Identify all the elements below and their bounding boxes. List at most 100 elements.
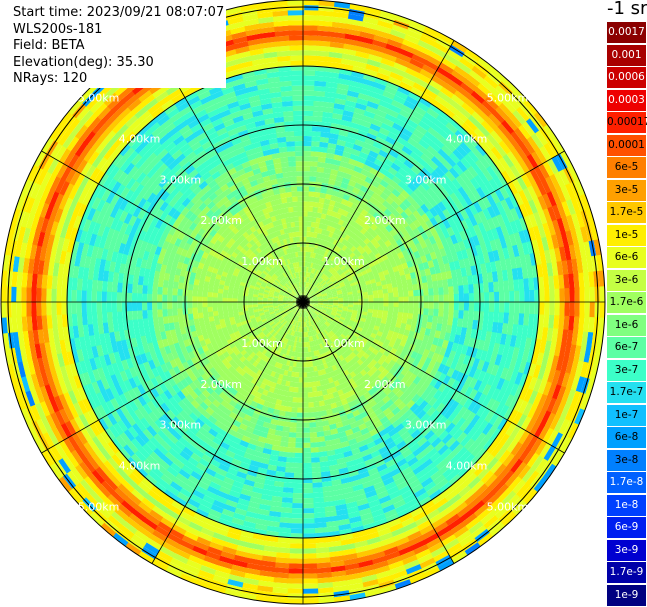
ppi-cell: [306, 367, 311, 373]
ppi-cell: [462, 238, 471, 250]
ppi-cell: [439, 331, 446, 341]
ppi-cell: [303, 291, 305, 297]
ppi-cell: [508, 279, 515, 292]
ppi-cell: [589, 286, 595, 304]
ppi-cell: [312, 497, 324, 504]
ppi-cell: [324, 286, 330, 291]
ppi-cell: [459, 197, 469, 210]
ppi-cell: [360, 257, 367, 264]
ppi-cell: [353, 257, 361, 264]
ppi-cell: [324, 240, 330, 247]
ppi-cell: [303, 60, 317, 66]
ppi-cell: [355, 134, 367, 143]
ppi-cell: [428, 197, 438, 208]
ppi-cell: [365, 188, 375, 197]
ppi-cell: [472, 235, 481, 247]
ppi-cell: [313, 517, 327, 524]
ppi-cell: [327, 142, 338, 150]
ppi-cell: [434, 249, 442, 259]
ppi-cell: [393, 95, 407, 106]
ppi-cell: [452, 163, 464, 176]
ppi-cell: [450, 325, 458, 336]
ppi-cell: [486, 133, 500, 148]
ppi-cell: [291, 402, 298, 408]
ppi-cell: [397, 286, 404, 293]
ppi-cell: [386, 315, 393, 322]
ppi-cell: [303, 10, 320, 16]
ppi-cell: [311, 467, 321, 473]
ppi-cell: [379, 62, 395, 73]
ppi-cell: [366, 100, 380, 110]
ppi-cell: [308, 422, 317, 428]
ppi-cell: [514, 205, 525, 220]
ppi-cell: [359, 31, 376, 40]
ppi-cell: [488, 311, 494, 323]
ppi-cell: [334, 149, 344, 157]
ppi-cell: [331, 190, 340, 197]
ppi-cell: [327, 307, 333, 310]
ppi-cell: [504, 258, 512, 271]
ppi-cell: [491, 216, 501, 229]
ppi-cell: [538, 210, 548, 226]
ppi-cell: [302, 523, 315, 529]
ppi-cell: [329, 133, 340, 140]
ppi-cell: [332, 257, 338, 263]
ppi-cell: [516, 324, 524, 338]
ppi-cell: [445, 170, 456, 183]
ppi-cell: [407, 62, 423, 74]
ppi-cell: [483, 75, 500, 90]
ppi-cell: [486, 321, 494, 333]
ppi-cell: [422, 261, 430, 270]
ppi-cell: [412, 236, 420, 246]
ppi-cell: [336, 268, 343, 274]
ppi-cell: [554, 288, 560, 303]
ppi-cell: [428, 295, 434, 303]
ppi-cell: [570, 197, 581, 215]
ppi-cell: [327, 305, 333, 309]
ppi-cell: [391, 316, 398, 323]
ppi-cell: [385, 263, 393, 270]
ppi-cell: [420, 255, 428, 264]
ppi-cell: [446, 49, 463, 62]
ppi-cell: [533, 211, 543, 227]
ppi-cell: [333, 298, 339, 301]
ppi-cell: [581, 331, 589, 348]
ppi-cell: [322, 306, 328, 309]
ppi-cell: [403, 72, 419, 83]
ppi-cell: [314, 289, 320, 294]
ppi-cell: [422, 190, 433, 202]
ppi-cell: [378, 302, 384, 307]
ppi-cell: [278, 522, 292, 529]
ppi-cell: [406, 195, 416, 205]
ppi-cell: [448, 294, 454, 303]
ppi-cell: [528, 199, 539, 215]
ppi-cell: [307, 221, 312, 227]
ppi-cell: [531, 133, 545, 150]
ppi-cell: [288, 432, 297, 438]
ppi-cell: [310, 247, 315, 253]
ppi-cell: [598, 270, 605, 288]
ppi-cell: [351, 263, 358, 270]
ppi-cell: [313, 302, 319, 304]
ppi-cell: [445, 122, 459, 135]
ppi-cell: [302, 553, 317, 559]
ppi-cell: [399, 202, 409, 212]
ppi-cell: [462, 318, 469, 329]
ppi-cell: [446, 253, 454, 264]
ppi-cell: [430, 184, 441, 195]
ppi-cell: [301, 568, 318, 574]
ppi-cell: [560, 231, 570, 248]
ppi-cell: [368, 294, 374, 299]
ppi-cell: [295, 427, 303, 433]
ppi-cell: [566, 199, 577, 216]
ppi-cell: [308, 412, 316, 418]
ppi-cell: [356, 177, 366, 186]
ppi-cell: [303, 231, 307, 237]
ppi-cell: [337, 279, 344, 284]
ppi-cell: [401, 127, 414, 138]
ppi-cell: [401, 145, 414, 156]
ppi-cell: [415, 44, 432, 56]
ppi-cell: [465, 266, 473, 277]
ppi-cell: [307, 216, 313, 222]
ppi-cell: [319, 287, 325, 292]
